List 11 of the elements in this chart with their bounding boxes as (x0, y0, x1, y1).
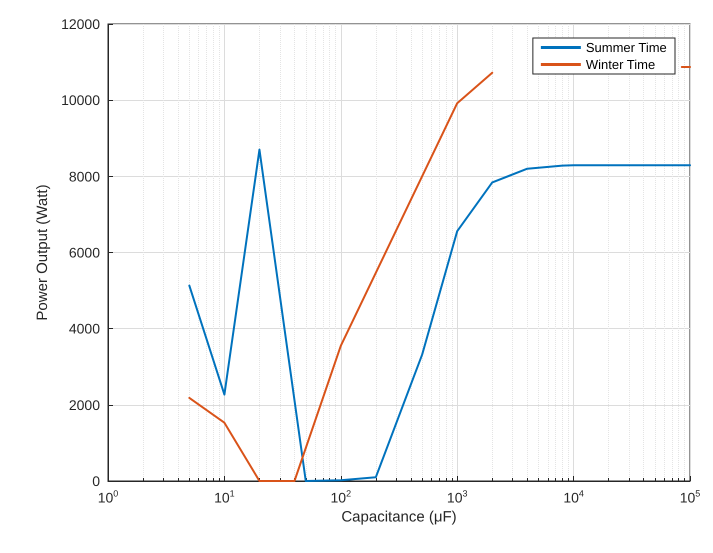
legend-label: Summer Time (586, 40, 667, 55)
x-axis-title: Capacitance (μF) (341, 508, 457, 526)
y-axis-title: Power Output (Watt) (34, 184, 52, 321)
y-tick-label: 12000 (61, 16, 100, 32)
y-tick-label: 10000 (61, 92, 100, 108)
y-tick-label: 0 (92, 473, 100, 489)
y-tick-label: 8000 (68, 168, 100, 184)
y-tick-label: 4000 (68, 320, 100, 337)
y-tick-label: 6000 (68, 244, 100, 260)
legend-label: Winter Time (586, 57, 656, 72)
y-tick-label: 2000 (68, 396, 100, 413)
